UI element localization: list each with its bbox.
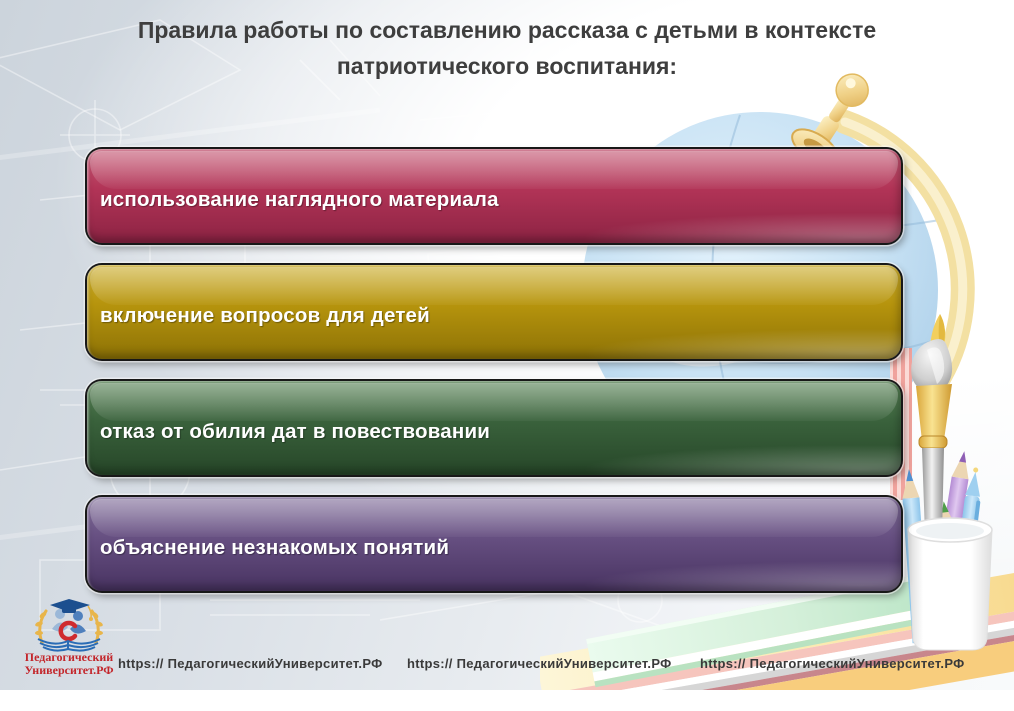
rule-item-1-label: использование наглядного материала [100, 188, 499, 211]
footer-link-2[interactable]: https:// ПедагогическийУниверситет.РФ [407, 656, 672, 671]
title-line-2: патриотического воспитания: [336, 53, 678, 79]
cup-icon [902, 314, 993, 651]
university-logo-icon [35, 599, 103, 652]
university-logo: Педагогический Университет.РФ [12, 595, 126, 687]
rule-item-4-label: объяснение незнакомых понятий [100, 536, 450, 559]
logo-text-line-2: Университет.РФ [24, 663, 114, 677]
rule-item-3-label: отказ от обилия дат в повествовании [100, 420, 491, 443]
bottom-margin [0, 690, 1014, 711]
footer-link-3[interactable]: https:// ПедагогическийУниверситет.РФ [700, 656, 965, 671]
slide-title: Правила работы по составлению рассказа с… [12, 12, 1002, 84]
graduation-cap-icon [50, 599, 93, 621]
rule-item-2-label: включение вопросов для детей [100, 304, 430, 327]
footer-link-1[interactable]: https:// ПедагогическийУниверситет.РФ [118, 656, 383, 671]
paintbrush-icon [911, 314, 953, 535]
title-line-1: Правила работы по составлению рассказа с… [137, 17, 877, 43]
rule-item-4: объяснение незнакомых понятий [85, 495, 903, 593]
rule-item-3: отказ от обилия дат в повествовании [85, 379, 903, 477]
rule-item-2: включение вопросов для детей [85, 263, 903, 361]
logo-text-line-1: Педагогический [24, 650, 114, 664]
rule-item-1: использование наглядного материала [85, 147, 903, 245]
